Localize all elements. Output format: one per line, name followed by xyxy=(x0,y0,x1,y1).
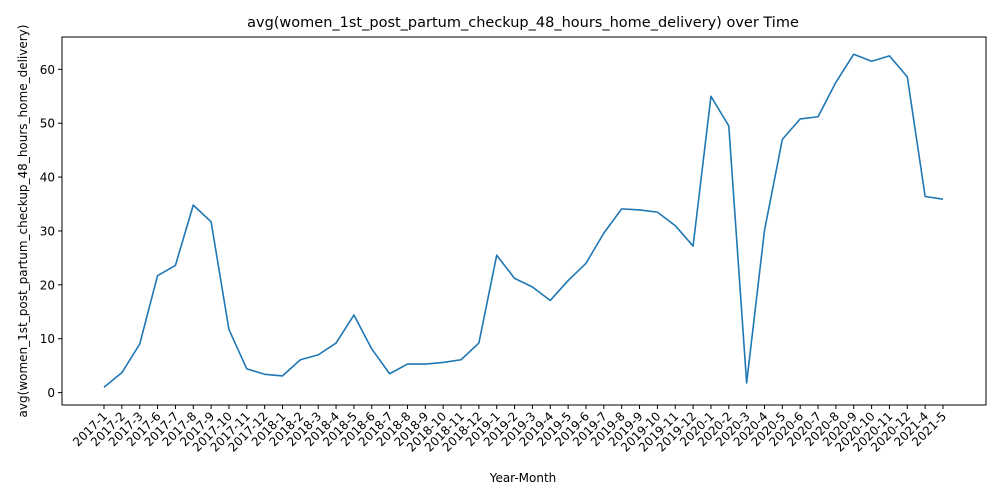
y-tick-label: 40 xyxy=(40,171,55,185)
y-axis-ticks: 0 10 20 30 40 50 60 xyxy=(40,63,62,400)
x-axis-label: Year-Month xyxy=(489,471,557,485)
data-point xyxy=(441,360,445,364)
data-point xyxy=(566,279,570,283)
data-point xyxy=(102,385,106,389)
data-point xyxy=(584,261,588,265)
data-point xyxy=(709,94,713,98)
data-point xyxy=(852,52,856,56)
data-point xyxy=(870,59,874,63)
data-point xyxy=(405,362,409,366)
data-point xyxy=(691,244,695,248)
data-point xyxy=(941,197,945,201)
data-point xyxy=(816,115,820,119)
data-point xyxy=(156,274,160,278)
y-tick-label: 10 xyxy=(40,332,55,346)
data-point xyxy=(727,124,731,128)
series-line xyxy=(103,53,944,388)
data-point xyxy=(334,341,338,345)
data-point xyxy=(887,54,891,58)
data-point xyxy=(191,203,195,207)
data-point xyxy=(388,372,392,376)
y-axis-label: avg(women_1st_post_partum_checkup_48_hou… xyxy=(16,25,30,418)
y-tick-label: 0 xyxy=(47,386,55,400)
data-point xyxy=(745,381,749,385)
data-point xyxy=(120,371,124,375)
data-point xyxy=(173,263,177,267)
data-point xyxy=(655,210,659,214)
data-point xyxy=(370,347,374,351)
data-point xyxy=(762,228,766,232)
data-point xyxy=(281,374,285,378)
data-point xyxy=(530,285,534,289)
data-point xyxy=(620,207,624,211)
data-point xyxy=(638,208,642,212)
data-point xyxy=(905,75,909,79)
chart-title: avg(women_1st_post_partum_checkup_48_hou… xyxy=(247,15,799,31)
data-point xyxy=(834,80,838,84)
y-tick-label: 30 xyxy=(40,224,55,238)
data-point xyxy=(316,353,320,357)
data-point xyxy=(138,342,142,346)
data-point xyxy=(352,313,356,317)
series-group xyxy=(102,52,945,389)
data-point xyxy=(798,117,802,121)
data-point xyxy=(227,328,231,332)
data-point xyxy=(459,358,463,362)
data-point xyxy=(263,372,267,376)
y-tick-label: 50 xyxy=(40,117,55,131)
x-axis-ticks: 2017-12017-22017-32017-62017-72017-82017… xyxy=(70,405,949,455)
data-point xyxy=(245,367,249,371)
data-point xyxy=(495,253,499,257)
data-point xyxy=(780,137,784,141)
data-point xyxy=(548,298,552,302)
plot-area-frame xyxy=(61,36,987,406)
data-point xyxy=(477,341,481,345)
data-point xyxy=(923,194,927,198)
data-point xyxy=(209,220,213,224)
data-point xyxy=(602,231,606,235)
data-point xyxy=(513,276,517,280)
y-tick-label: 60 xyxy=(40,63,55,77)
data-point xyxy=(423,362,427,366)
y-tick-label: 20 xyxy=(40,278,55,292)
data-point xyxy=(673,224,677,228)
data-point xyxy=(298,358,302,362)
